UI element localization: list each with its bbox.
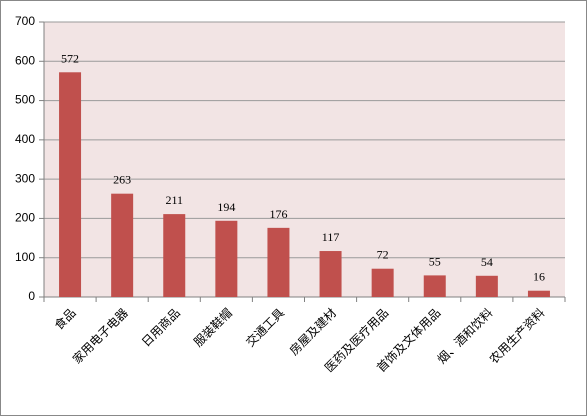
bar (319, 251, 342, 297)
bar (59, 72, 82, 298)
data-label: 16 (533, 270, 545, 284)
y-tick-label: 100 (15, 250, 35, 264)
data-label: 194 (217, 200, 235, 214)
bar (423, 275, 446, 297)
bar (163, 214, 186, 297)
y-tick-label: 700 (15, 14, 35, 28)
bar (527, 290, 550, 297)
data-label: 72 (377, 248, 389, 262)
y-tick-label: 500 (15, 93, 35, 107)
bar (371, 268, 394, 297)
data-label: 54 (481, 255, 493, 269)
y-tick-label: 400 (15, 132, 35, 146)
data-label: 176 (269, 207, 287, 221)
bar (267, 227, 290, 297)
bar (215, 220, 238, 297)
y-tick-label: 600 (15, 53, 35, 67)
data-label: 55 (429, 254, 441, 268)
y-tick-label: 300 (15, 171, 35, 185)
y-tick-label: 200 (15, 211, 35, 225)
data-label: 263 (113, 173, 131, 187)
data-label: 117 (322, 230, 340, 244)
data-label: 211 (165, 193, 183, 207)
y-tick-label: 0 (28, 289, 35, 303)
data-label: 572 (61, 51, 79, 65)
bar (475, 275, 498, 297)
bar (111, 193, 134, 297)
